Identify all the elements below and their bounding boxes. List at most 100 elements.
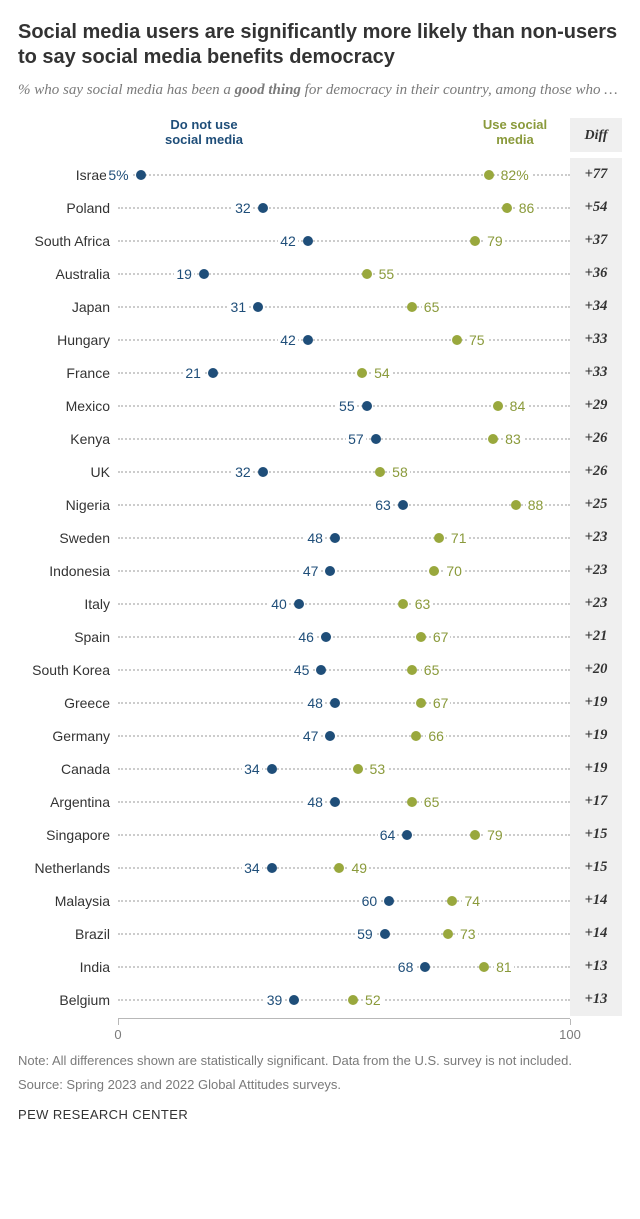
chart-row: Kenya5783+26: [18, 422, 622, 455]
nonuser-dot: [208, 368, 218, 378]
legend-nonuser: Do not use social media: [154, 118, 254, 148]
nonuser-value: 47: [301, 563, 321, 579]
nonuser-value: 64: [378, 827, 398, 843]
dotted-line: [118, 999, 570, 1001]
country-label: Sweden: [18, 530, 118, 546]
nonuser-value: 48: [305, 530, 325, 546]
user-dot: [470, 830, 480, 840]
nonuser-dot: [325, 731, 335, 741]
dotted-line: [118, 570, 570, 572]
nonuser-value: 48: [305, 695, 325, 711]
diff-value: +13: [570, 983, 622, 1016]
chart-note: Note: All differences shown are statisti…: [18, 1052, 622, 1070]
row-track: 3449: [118, 851, 570, 884]
user-value: 67: [431, 695, 451, 711]
user-value: 55: [377, 266, 397, 282]
user-value: 75: [467, 332, 487, 348]
user-value: 73: [458, 926, 478, 942]
diff-value: +19: [570, 752, 622, 785]
diff-value: +25: [570, 488, 622, 521]
diff-value: +15: [570, 851, 622, 884]
country-label: Italy: [18, 596, 118, 612]
diff-value: +19: [570, 686, 622, 719]
row-track: 4063: [118, 587, 570, 620]
nonuser-dot: [303, 335, 313, 345]
country-label: Australia: [18, 266, 118, 282]
user-value: 82%: [499, 167, 531, 183]
row-track: 5783: [118, 422, 570, 455]
nonuser-value: 21: [183, 365, 203, 381]
row-track: 5%82%: [118, 158, 570, 191]
chart-row: Japan3165+34: [18, 290, 622, 323]
row-track: 6074: [118, 884, 570, 917]
chart-row: Spain4667+21: [18, 620, 622, 653]
chart-row: Netherlands3449+15: [18, 851, 622, 884]
chart-row: South Korea4565+20: [18, 653, 622, 686]
chart-row: Argentina4865+17: [18, 785, 622, 818]
user-dot: [375, 467, 385, 477]
user-dot: [488, 434, 498, 444]
chart-subtitle: % who say social media has been a good t…: [18, 80, 622, 100]
nonuser-value: 46: [296, 629, 316, 645]
chart-row: Malaysia6074+14: [18, 884, 622, 917]
dotted-line: [118, 306, 570, 308]
axis-tick-label: 0: [114, 1027, 121, 1042]
row-track: 21 54: [118, 356, 570, 389]
column-headers: Do not use social media Use social media…: [18, 118, 622, 152]
country-label: Nigeria: [18, 497, 118, 513]
axis-track: 0100: [118, 1018, 570, 1046]
diff-value: +77: [570, 158, 622, 191]
user-dot: [411, 731, 421, 741]
nonuser-dot: [316, 665, 326, 675]
diff-value: +37: [570, 224, 622, 257]
country-label: Singapore: [18, 827, 118, 843]
nonuser-dot: [303, 236, 313, 246]
user-value: 67: [431, 629, 451, 645]
diff-value: +14: [570, 884, 622, 917]
diff-value: +26: [570, 455, 622, 488]
nonuser-dot: [267, 863, 277, 873]
user-dot: [348, 995, 358, 1005]
user-dot: [416, 632, 426, 642]
user-dot: [353, 764, 363, 774]
chart-row: Belgium3952+13: [18, 983, 622, 1016]
subtitle-bold: good thing: [235, 82, 301, 98]
axis-spacer: [18, 1018, 118, 1046]
nonuser-dot: [420, 962, 430, 972]
row-track: 6388: [118, 488, 570, 521]
row-track: 4766: [118, 719, 570, 752]
user-dot: [357, 368, 367, 378]
user-dot: [470, 236, 480, 246]
diff-value: +23: [570, 521, 622, 554]
row-track: 3258: [118, 455, 570, 488]
diff-value: +15: [570, 818, 622, 851]
user-dot: [407, 665, 417, 675]
dotted-line: [118, 933, 570, 935]
country-label: Malaysia: [18, 893, 118, 909]
dotted-line: [118, 702, 570, 704]
country-label: Germany: [18, 728, 118, 744]
chart-row: Greece4867+19: [18, 686, 622, 719]
nonuser-value: 55: [337, 398, 357, 414]
country-label: India: [18, 959, 118, 975]
nonuser-value: 60: [360, 893, 380, 909]
user-dot: [407, 302, 417, 312]
dotted-line: [118, 735, 570, 737]
country-label: Mexico: [18, 398, 118, 414]
user-value: 84: [508, 398, 528, 414]
diff-value: +26: [570, 422, 622, 455]
subtitle-pre: % who say social media has been a: [18, 82, 235, 98]
user-dot: [511, 500, 521, 510]
country-label: South Africa: [18, 233, 118, 249]
country-label: Netherlands: [18, 860, 118, 876]
nonuser-dot: [267, 764, 277, 774]
chart-row: UK3258+26: [18, 455, 622, 488]
country-label: Canada: [18, 761, 118, 777]
nonuser-dot: [199, 269, 209, 279]
chart-row: Australia1955+36: [18, 257, 622, 290]
nonuser-value: 47: [301, 728, 321, 744]
country-label: Brazil: [18, 926, 118, 942]
dotted-line: [118, 471, 570, 473]
user-dot: [334, 863, 344, 873]
user-value: 54: [372, 365, 392, 381]
